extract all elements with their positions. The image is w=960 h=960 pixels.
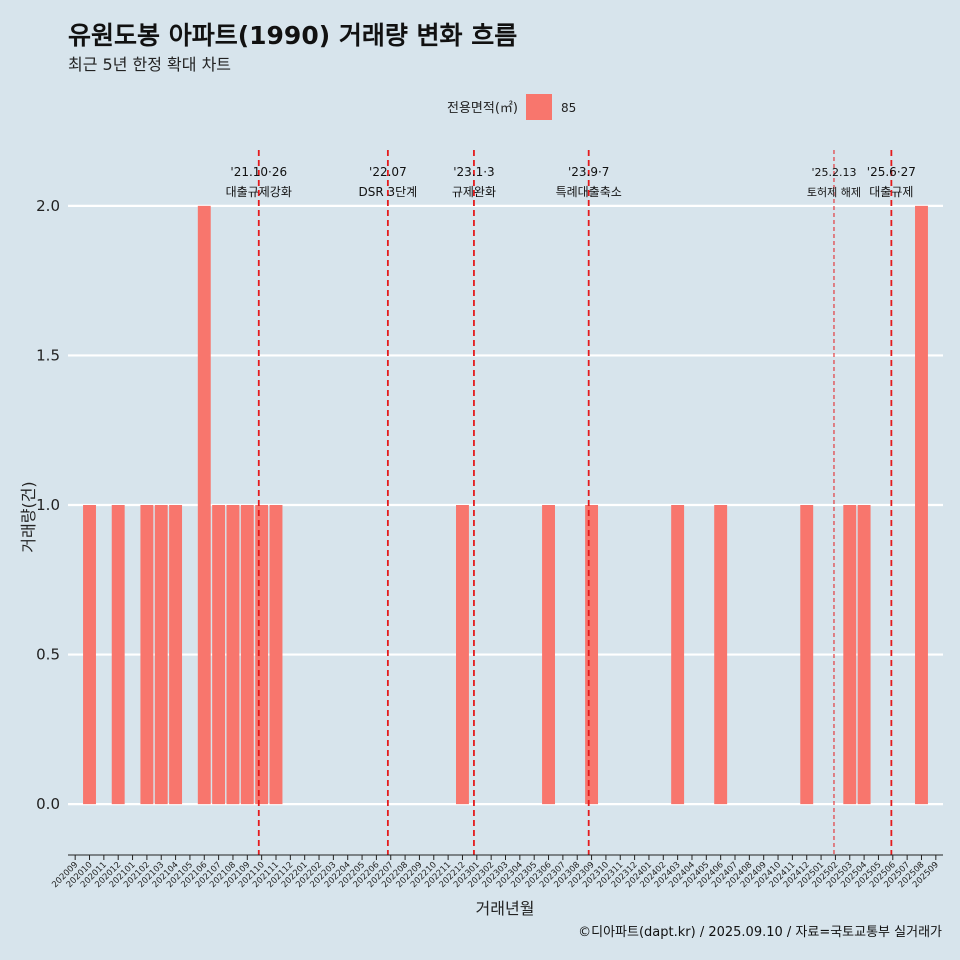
y-tick-label: 1.0 <box>36 496 60 514</box>
bar-202412 <box>800 505 814 805</box>
bar-202508 <box>915 205 928 805</box>
bar-202306 <box>542 505 555 805</box>
y-tick-label: 0.0 <box>36 795 60 813</box>
y-tick-label: 2.0 <box>36 197 60 215</box>
bar-202102 <box>140 505 154 805</box>
y-tick-label: 1.5 <box>36 346 60 364</box>
annotation-date: '25.6·27 <box>867 165 916 179</box>
bar-202103 <box>154 505 168 805</box>
annotation-label: 토허제 해제 <box>807 185 861 199</box>
caption: ©디아파트(dapt.kr) / 2025.09.10 / 자료=국토교통부 실… <box>578 925 942 940</box>
bar-202403 <box>671 505 685 805</box>
legend-swatch <box>526 94 552 120</box>
legend: 전용면적(㎡) 85 <box>447 94 576 120</box>
annotation-date: '23.1·3 <box>453 165 494 179</box>
bar-202107 <box>212 505 226 805</box>
bar-202309 <box>585 505 599 805</box>
bar-202406 <box>714 505 728 805</box>
bar-202010 <box>83 505 96 805</box>
legend-title: 전용면적(㎡) <box>447 101 518 116</box>
bar-202104 <box>169 505 183 805</box>
annotation-label: DSR 3단계 <box>359 185 418 199</box>
annotation-date: '21.10·26 <box>230 165 287 179</box>
bar-202111 <box>269 505 283 805</box>
bar-202212 <box>456 505 469 805</box>
chart-title: 유원도봉 아파트(1990) 거래량 변화 흐름 <box>68 21 517 50</box>
bar-202110 <box>255 505 269 805</box>
chart-subtitle: 최근 5년 한정 확대 차트 <box>68 55 231 74</box>
annotation-label: 대출규제강화 <box>226 185 292 199</box>
y-axis-title: 거래량(건) <box>19 481 38 552</box>
annotation-label: 규제완화 <box>452 185 496 199</box>
annotation-date: '23.9·7 <box>568 165 609 179</box>
bar-202503 <box>843 505 857 805</box>
x-axis-ticks: 2020092020102020112020122021012021022021… <box>50 855 941 890</box>
annotations: '21.10·26 대출규제강화 '22.07 DSR 3단계 '23.1·3 규제완화 '… <box>226 150 916 855</box>
y-axis-ticks: 0.0 0.5 1.0 1.5 2.0 <box>36 197 60 813</box>
legend-label: 85 <box>561 101 576 115</box>
y-tick-label: 0.5 <box>36 646 60 664</box>
annotation-date: '22.07 <box>369 165 407 179</box>
x-axis-title: 거래년월 <box>476 899 535 918</box>
annotation-label: 대출규제 <box>869 185 913 199</box>
bar-202504 <box>857 505 871 805</box>
bar-202012 <box>111 505 125 805</box>
bar-202106 <box>197 205 211 805</box>
annotation-date: '25.2.13 <box>811 166 856 179</box>
bar-202109 <box>240 505 254 805</box>
bar-202108 <box>226 505 240 805</box>
bars <box>83 205 928 805</box>
annotation-label: 특례대출축소 <box>556 185 622 199</box>
